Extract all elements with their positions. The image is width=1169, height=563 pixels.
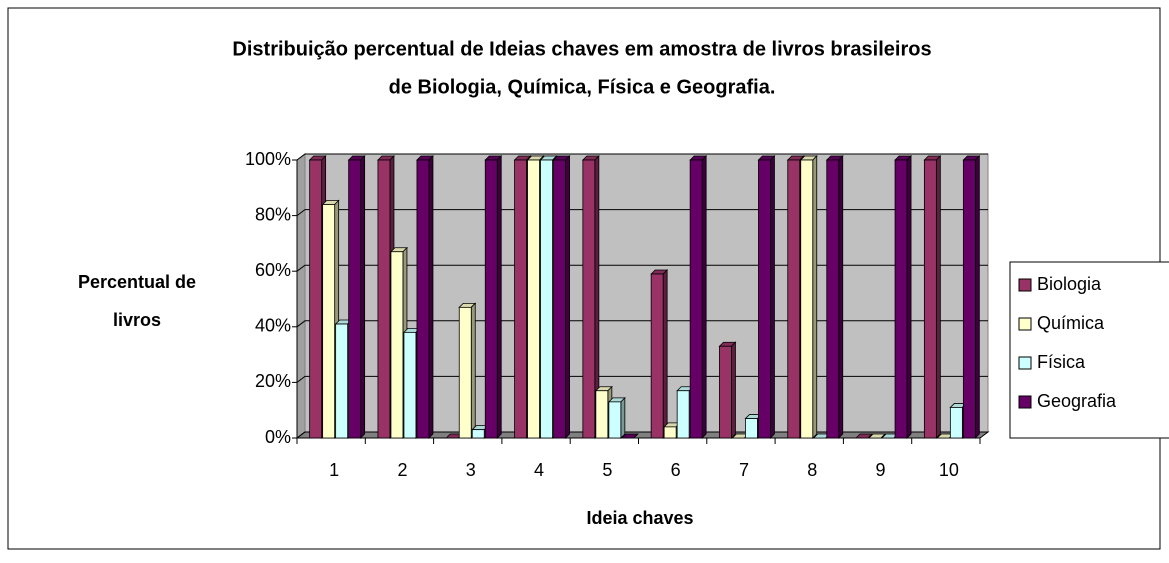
bar-side [360,155,366,439]
bar-side [428,155,434,439]
bar [416,159,430,439]
bar [458,306,472,439]
y-tick-label: 20% [255,371,291,391]
legend-label: Química [1037,313,1105,333]
bar [676,390,690,439]
legend-label: Geografia [1037,391,1117,411]
bar-side [812,155,818,439]
bar-side [867,433,873,439]
y-tick-label: 100% [245,149,291,169]
legend-swatch [1018,317,1032,331]
x-tick-label: 2 [397,460,407,480]
bar [608,401,622,439]
x-tick-label: 10 [939,460,959,480]
legend-swatch [1018,356,1032,370]
y-tick-label: 40% [255,316,291,336]
x-tick-label: 8 [807,460,817,480]
bar [553,159,566,439]
bar [787,159,801,439]
bar-side [838,155,844,439]
bar [663,426,677,439]
legend-swatch [1018,395,1032,409]
y-axis-title: Percentual de [78,272,196,292]
bar [390,251,404,439]
legend-swatch [1018,278,1032,292]
bar [348,159,362,439]
bar [650,273,664,439]
legend-label: Biologia [1037,274,1102,294]
bar-side [701,155,707,439]
bar-side [633,433,639,439]
bar [540,159,553,439]
x-tick-label: 7 [739,460,749,480]
legend-label: Física [1037,352,1086,372]
bar [595,390,609,439]
bar [322,204,336,439]
x-tick-label: 3 [466,460,476,480]
bar [894,159,908,439]
bar [962,159,976,439]
bar [758,159,771,439]
bar [826,159,840,439]
x-tick-label: 1 [329,460,339,480]
legend-box [1009,261,1169,439]
bar [527,159,540,439]
bar [484,159,498,439]
bar [377,159,391,439]
y-tick-label: 0% [265,427,291,447]
bar-side [620,396,626,439]
y-tick-label: 60% [255,260,291,280]
bar [309,159,323,439]
bar-side [880,433,886,439]
bar-side [935,155,941,439]
bar [949,407,963,439]
x-tick-label: 9 [876,460,886,480]
bar-side [565,155,570,439]
bar-side [470,302,476,439]
chart-title: Distribuição percentual de Ideias chaves… [232,38,931,60]
bar-side [974,155,980,439]
bar [689,159,703,439]
bar [471,429,485,439]
x-tick-label: 5 [602,460,612,480]
bar [719,345,732,439]
grid-line [296,153,988,161]
bar [514,159,527,439]
bar [335,323,349,439]
bar-side [662,269,668,439]
bar [800,159,814,439]
y-tick-label: 80% [255,204,291,224]
bar-side [731,341,736,439]
bar [582,159,596,439]
x-tick-label: 4 [534,460,544,480]
bar [745,418,758,439]
x-axis-title: Ideia chaves [586,508,693,528]
bar-side [906,155,912,439]
bar-side [770,155,775,439]
x-tick-label: 6 [671,460,681,480]
bar-side [496,155,502,439]
bar [403,331,417,439]
y-axis-title: livros [113,310,161,330]
bar [923,159,937,439]
side-wall [296,153,306,439]
chart-title: de Biologia, Química, Física e Geografia… [389,76,776,98]
